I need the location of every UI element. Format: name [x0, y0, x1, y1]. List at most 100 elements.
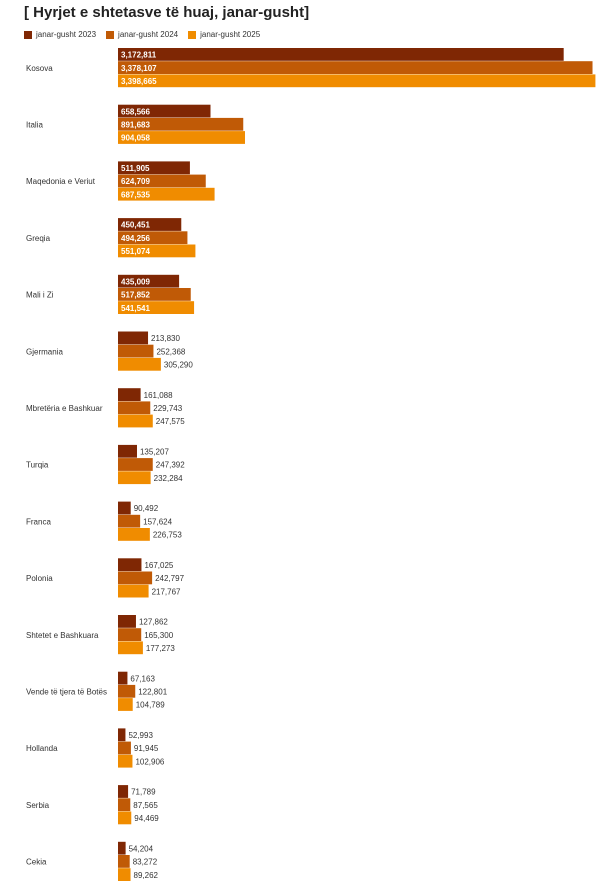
data-label: 52,993 — [128, 731, 153, 740]
category-group: Turqia 135,207 247,392 232,284 — [26, 444, 185, 485]
bar — [118, 698, 133, 711]
bar — [118, 671, 128, 685]
bar — [118, 48, 564, 61]
bar — [118, 641, 143, 655]
data-label: 229,743 — [153, 404, 182, 413]
data-label: 252,368 — [156, 347, 185, 356]
data-label: 177,273 — [146, 644, 175, 653]
bar — [118, 841, 126, 855]
data-label: 90,492 — [134, 504, 159, 513]
category-label: Kosova — [26, 64, 53, 73]
data-label: 91,945 — [134, 744, 159, 753]
legend-swatch-2025 — [188, 30, 197, 39]
category-group: Mali i Zi 435,009 517,852 541,541 — [26, 274, 195, 314]
chart-title: [ Hyrjet e shtetasve të huaj, janar-gush… — [24, 4, 310, 21]
category-label: Turqia — [26, 461, 49, 470]
bar — [118, 331, 149, 345]
category-group: Serbia 71,789 87,565 94,469 — [26, 785, 159, 825]
category-group: Vende të tjera të Botës 67,163 122,801 104,… — [26, 671, 168, 711]
data-label: 450,451 — [121, 221, 150, 230]
bar — [118, 584, 149, 598]
data-label: 87,565 — [133, 801, 158, 810]
data-label: 104,789 — [136, 701, 165, 710]
category-label: Polonia — [26, 574, 53, 583]
data-label: 135,207 — [140, 448, 169, 457]
bar — [118, 741, 131, 755]
category-group: Gjermania 213,830 252,368 305,290 — [26, 331, 193, 371]
data-label: 658,566 — [121, 107, 150, 116]
bar — [118, 728, 126, 742]
data-label: 517,852 — [121, 291, 150, 300]
legend-label-2024: janar-gusht 2024 — [118, 30, 179, 39]
legend-swatch-2023 — [24, 30, 32, 39]
data-label: 3,378,107 — [121, 64, 157, 73]
bar — [118, 288, 191, 301]
category-label: Serbia — [26, 801, 50, 810]
data-label: 83,272 — [133, 858, 158, 867]
bar — [118, 528, 150, 541]
bar — [118, 244, 196, 258]
data-label: 226,753 — [153, 531, 182, 540]
data-label: 167,025 — [144, 561, 173, 570]
legend-label-2025: janar-gusht 2025 — [200, 30, 261, 39]
category-group: Maqedonia e Veriut 511,905 624,709 687,535 — [26, 161, 215, 201]
bar — [118, 231, 188, 245]
data-label: 94,469 — [134, 814, 159, 823]
bar — [118, 754, 133, 768]
data-label: 305,290 — [164, 361, 193, 370]
bar — [118, 868, 131, 881]
data-label: 71,789 — [131, 788, 156, 797]
category-label: Vende të tjera të Botës — [26, 688, 107, 697]
legend-label-2023: janar-gusht 2023 — [36, 30, 97, 39]
category-label: Italia — [26, 121, 43, 130]
category-label: Shtetet e Bashkuara — [26, 631, 99, 640]
data-label: 89,262 — [134, 871, 159, 880]
data-label: 511,905 — [121, 164, 150, 173]
data-label: 213,830 — [151, 334, 180, 343]
bar — [118, 684, 136, 698]
bar — [118, 218, 182, 231]
legend: janar-gusht 2023 janar-gusht 2024 janar-… — [24, 30, 260, 39]
data-label: 247,575 — [156, 417, 185, 426]
data-label: 157,624 — [143, 517, 172, 526]
bar — [118, 104, 211, 118]
category-group: Franca 90,492 157,624 226,753 — [26, 501, 182, 541]
bar — [118, 161, 190, 175]
bar — [118, 571, 153, 585]
data-label: 904,058 — [121, 134, 150, 143]
bar — [118, 471, 151, 485]
data-label: 67,163 — [130, 674, 155, 683]
data-label: 122,801 — [138, 688, 167, 697]
bar — [118, 514, 141, 528]
data-label: 242,797 — [155, 574, 184, 583]
data-label: 687,535 — [121, 190, 150, 199]
bar — [118, 187, 215, 201]
bar — [118, 274, 180, 288]
legend-item-2024: janar-gusht 2024 — [106, 30, 178, 39]
data-label: 891,683 — [121, 121, 150, 130]
category-group: Mbretëria e Bashkuar 161,088 229,743 247,57… — [26, 388, 185, 428]
category-group: Cekia 54,204 83,272 89,262 — [26, 841, 159, 881]
data-label: 54,204 — [129, 844, 154, 853]
data-label: 232,284 — [154, 474, 183, 483]
bar — [118, 174, 206, 188]
bar — [118, 388, 141, 401]
category-label: Hollanda — [26, 744, 58, 753]
data-label: 541,541 — [121, 304, 150, 313]
data-label: 551,074 — [121, 247, 150, 256]
bar — [118, 855, 130, 868]
category-label: Gjermania — [26, 347, 63, 356]
bar — [118, 458, 153, 471]
category-group: Italia 658,566 891,683 904,058 — [26, 104, 245, 144]
category-group: Polonia 167,025 242,797 217,767 — [26, 558, 185, 598]
data-label: 435,009 — [121, 277, 150, 286]
bar — [118, 444, 137, 458]
category-group: Hollanda 52,993 91,945 102,906 — [26, 728, 165, 768]
bar — [118, 558, 142, 572]
category-label: Maqedonia e Veriut — [26, 177, 96, 186]
data-label: 165,300 — [144, 631, 173, 640]
data-label: 217,767 — [152, 587, 181, 596]
data-label: 3,172,811 — [121, 51, 157, 60]
category-label: Mali i Zi — [26, 291, 54, 300]
bar — [118, 785, 129, 798]
